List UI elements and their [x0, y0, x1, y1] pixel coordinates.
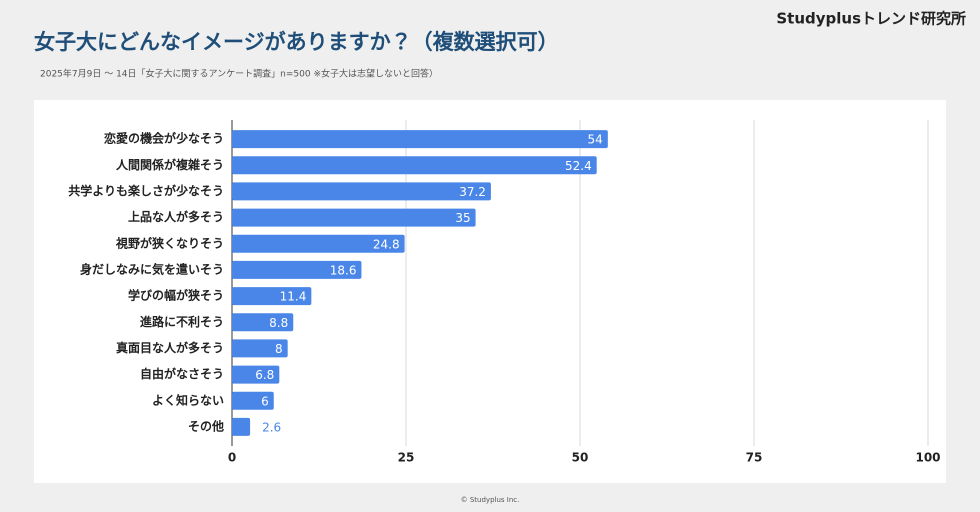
footer: © Studyplus Inc.: [461, 496, 520, 504]
chart-title: 女子大にどんなイメージがありますか？（複数選択可）: [34, 30, 559, 54]
bar: [232, 417, 251, 436]
data-label: 37.2: [459, 185, 486, 199]
data-label: 35: [455, 211, 470, 225]
y-tick-label: その他: [188, 418, 224, 433]
bar: [232, 260, 362, 279]
bar: [232, 130, 608, 149]
data-label: 11.4: [280, 290, 307, 304]
bar: [232, 208, 476, 227]
y-tick-label: よく知らない: [152, 392, 224, 407]
data-label: 6.8: [255, 368, 274, 382]
y-tick-label: 身だしなみに気を遣いそう: [80, 261, 224, 276]
bar: [232, 287, 312, 306]
bar: [232, 313, 294, 332]
y-tick-label: 進路に不利そう: [140, 314, 224, 329]
data-label: 2.6: [262, 420, 281, 434]
data-label: 8.8: [269, 316, 288, 330]
y-tick-label: 真面目な人が多そう: [116, 340, 224, 355]
y-tick-label: 共学よりも楽しさが少なそう: [68, 183, 224, 198]
y-tick-label: 視野が狭くなりそう: [115, 235, 224, 250]
y-tick-label: 人間関係が複雑そう: [115, 157, 224, 172]
y-tick-label: 上品な人が多そう: [128, 209, 224, 224]
y-tick-label: 自由がなさそう: [140, 366, 224, 381]
x-tick-label: 100: [915, 451, 940, 465]
bar: [232, 391, 274, 410]
bar: [232, 156, 597, 175]
data-label: 24.8: [373, 237, 400, 251]
x-tick-label: 75: [746, 451, 763, 465]
bar: [232, 365, 280, 384]
brand: Studyplusトレンド研究所: [776, 10, 966, 28]
x-tick-label: 25: [398, 451, 415, 465]
data-label: 52.4: [565, 159, 592, 173]
data-label: 8: [275, 342, 283, 356]
bar: [232, 182, 491, 201]
bar: [232, 234, 405, 253]
chart-subtitle: 2025年7月9日 〜 14日「女子大に関するアンケート調査」n=500 ※女子…: [40, 68, 438, 80]
y-tick-label: 学びの幅が狭そう: [128, 288, 224, 303]
x-tick-label: 0: [228, 451, 236, 465]
bar: [232, 339, 288, 358]
y-tick-label: 恋愛の機会が少なそう: [104, 131, 224, 146]
data-label: 54: [588, 133, 603, 147]
x-tick-label: 50: [572, 451, 589, 465]
data-label: 6: [261, 394, 269, 408]
data-label: 18.6: [330, 263, 357, 277]
